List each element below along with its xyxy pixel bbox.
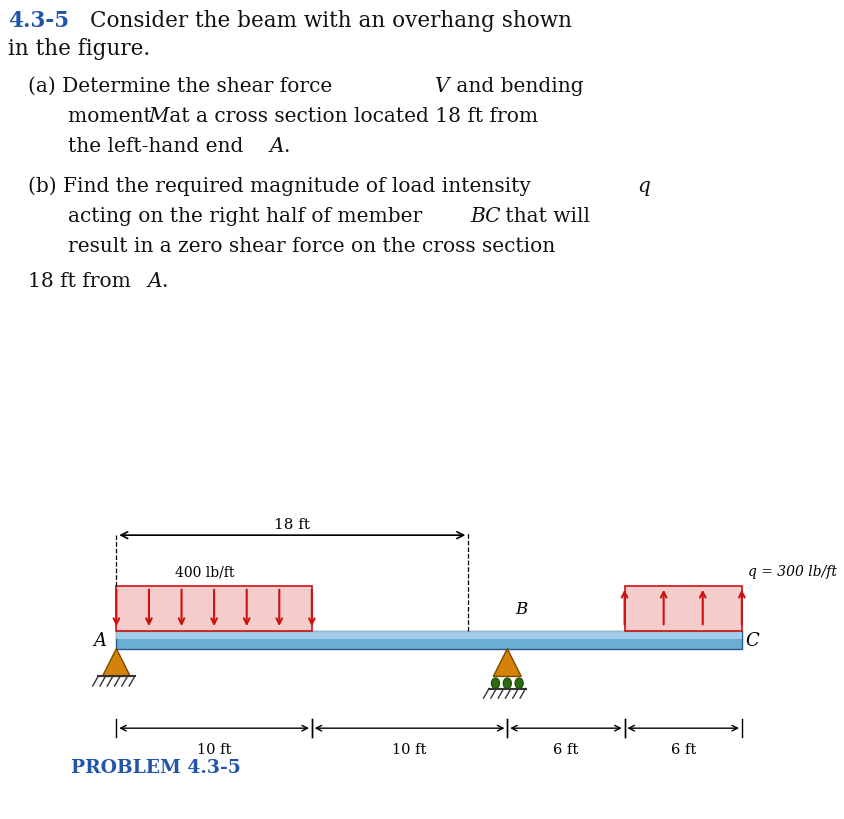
Polygon shape xyxy=(493,649,522,676)
Text: the left-hand end: the left-hand end xyxy=(68,137,250,156)
Text: acting on the right half of member: acting on the right half of member xyxy=(68,206,429,225)
Text: q: q xyxy=(637,177,650,196)
Text: (b) Find the required magnitude of load intensity: (b) Find the required magnitude of load … xyxy=(28,177,538,197)
Circle shape xyxy=(503,678,511,689)
Text: A: A xyxy=(270,137,284,156)
Text: BC: BC xyxy=(470,206,500,225)
Text: in the figure.: in the figure. xyxy=(8,38,150,60)
Text: moment: moment xyxy=(68,106,158,126)
Text: M: M xyxy=(148,106,169,126)
Text: and bending: and bending xyxy=(450,77,583,96)
Text: A: A xyxy=(148,271,163,291)
Text: Consider the beam with an overhang shown: Consider the beam with an overhang shown xyxy=(90,10,572,32)
Text: result in a zero shear force on the cross section: result in a zero shear force on the cros… xyxy=(68,237,555,256)
Text: (a) Determine the shear force: (a) Determine the shear force xyxy=(28,77,338,96)
Text: 400 lb/ft: 400 lb/ft xyxy=(175,564,234,578)
Text: q = 300 lb/ft: q = 300 lb/ft xyxy=(748,564,836,578)
Text: PROBLEM 4.3-5: PROBLEM 4.3-5 xyxy=(72,758,241,776)
Text: 6 ft: 6 ft xyxy=(671,742,695,756)
Bar xyxy=(116,631,742,639)
Text: .: . xyxy=(283,137,289,156)
Polygon shape xyxy=(102,649,130,676)
Bar xyxy=(625,586,742,631)
Text: at a cross section located 18 ft from: at a cross section located 18 ft from xyxy=(163,106,538,126)
Text: 4.3-5: 4.3-5 xyxy=(8,10,69,32)
Circle shape xyxy=(515,678,523,689)
Circle shape xyxy=(491,678,500,689)
Text: 18 ft: 18 ft xyxy=(274,518,311,532)
Text: that will: that will xyxy=(499,206,590,225)
Bar xyxy=(116,631,742,649)
Text: .: . xyxy=(161,271,167,291)
Text: 10 ft: 10 ft xyxy=(197,742,231,756)
Text: 10 ft: 10 ft xyxy=(392,742,427,756)
Text: V: V xyxy=(435,77,450,96)
Text: B: B xyxy=(515,600,528,618)
Bar xyxy=(116,586,311,631)
Text: A: A xyxy=(94,631,106,649)
Text: C: C xyxy=(746,631,760,649)
Text: 18 ft from: 18 ft from xyxy=(28,271,138,291)
Text: 6 ft: 6 ft xyxy=(554,742,578,756)
